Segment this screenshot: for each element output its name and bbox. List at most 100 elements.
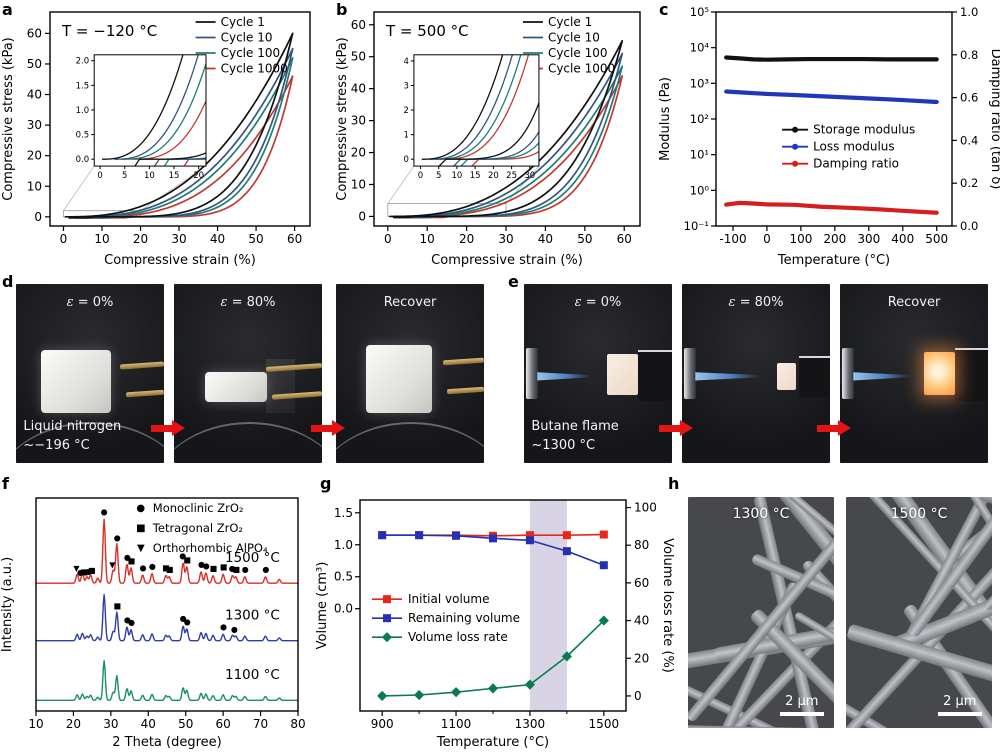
svg-text:0.2: 0.2	[960, 176, 978, 190]
svg-text:10: 10	[451, 171, 462, 181]
scale-bar: 2 μm	[937, 694, 982, 717]
svg-text:50: 50	[178, 717, 193, 731]
sem-image-1300C: 1300 °C 2 μm	[688, 497, 834, 728]
svg-text:10: 10	[420, 232, 435, 246]
photo-d-strain-0: ε = 0% Liquid nitrogen ~−196 °C	[16, 284, 164, 463]
svg-text:0.5: 0.5	[334, 570, 353, 584]
svg-text:●: ●	[101, 507, 108, 516]
sample-holder	[955, 348, 988, 401]
aerogel-sample-compressed	[205, 371, 268, 403]
svg-text:Orthorhombic AlPO₄: Orthorhombic AlPO₄	[153, 541, 268, 555]
strain-value: = 80%	[227, 294, 276, 310]
panel-a-label: a	[2, 0, 13, 19]
svg-text:Cycle 100: Cycle 100	[548, 46, 608, 60]
svg-text:1: 1	[403, 131, 408, 141]
svg-text:10: 10	[27, 179, 42, 193]
svg-text:Volume (cm³): Volume (cm³)	[315, 562, 330, 650]
panel-g-volume-chart: 900 1100 1300 1500 0.0 0.5 1.0 1.5 0 20 40 60 80 100 T…	[315, 499, 675, 750]
caption-line: Liquid nitrogen	[23, 418, 122, 434]
epsilon-symbol: ε	[66, 294, 74, 310]
clamp-bar	[446, 386, 484, 395]
svg-text:●: ●	[242, 565, 249, 574]
svg-text:●: ●	[77, 568, 84, 577]
svg-text:10²: 10²	[690, 112, 709, 126]
strain-value: Recover	[887, 294, 941, 310]
caption-line: ~1300 °C	[531, 438, 596, 454]
photo-e-recover: Recover	[840, 284, 988, 463]
dish-edge	[174, 421, 322, 463]
red-arrow-icon	[151, 420, 185, 436]
svg-text:1.5: 1.5	[76, 81, 90, 91]
svg-text:1300 °C: 1300 °C	[225, 607, 280, 623]
svg-text:30: 30	[498, 232, 513, 246]
strain-label: Recover	[336, 295, 484, 310]
photo-d-recover: Recover	[336, 284, 484, 463]
environment-caption: Liquid nitrogen ~−196 °C	[23, 417, 121, 456]
svg-text:Remaining volume: Remaining volume	[408, 611, 520, 625]
svg-text:0: 0	[634, 689, 642, 703]
svg-text:●: ●	[203, 561, 210, 570]
svg-text:0: 0	[384, 232, 392, 246]
svg-text:400: 400	[891, 232, 914, 246]
svg-text:Cycle 10: Cycle 10	[221, 31, 273, 45]
caption-line: ~−196 °C	[23, 438, 90, 454]
sample-holder	[637, 350, 672, 401]
svg-text:Cycle 10: Cycle 10	[548, 31, 600, 45]
strain-value: = 80%	[735, 294, 784, 310]
strain-label: ε = 0%	[16, 295, 164, 310]
svg-text:5: 5	[122, 171, 127, 181]
svg-text:■: ■	[162, 563, 170, 572]
svg-text:●: ●	[231, 625, 238, 634]
svg-text:T = −120 °C: T = −120 °C	[61, 22, 157, 40]
svg-text:■: ■	[128, 557, 136, 566]
svg-text:40: 40	[210, 232, 225, 246]
svg-text:0.8: 0.8	[960, 48, 978, 62]
svg-text:10⁴: 10⁴	[690, 41, 710, 55]
svg-text:2.0: 2.0	[76, 57, 90, 67]
svg-text:30: 30	[171, 232, 186, 246]
svg-text:●: ●	[114, 533, 121, 542]
svg-text:80: 80	[290, 717, 305, 731]
photo-d-strain-80: ε = 80%	[174, 284, 322, 463]
svg-text:1.0: 1.0	[334, 538, 353, 552]
svg-text:Loss modulus: Loss modulus	[813, 140, 895, 154]
svg-text:20: 20	[66, 717, 81, 731]
svg-text:●: ●	[179, 552, 186, 561]
red-arrow-icon	[817, 420, 851, 436]
svg-text:10: 10	[144, 171, 155, 181]
svg-text:40: 40	[27, 88, 42, 102]
svg-text:0: 0	[403, 155, 408, 165]
aerogel-sample-compressed	[776, 362, 796, 390]
svg-text:40: 40	[351, 82, 366, 96]
svg-text:40: 40	[538, 232, 553, 246]
svg-text:Monoclinic ZrO₂: Monoclinic ZrO₂	[153, 501, 244, 515]
svg-text:Cycle 1000: Cycle 1000	[221, 62, 288, 76]
svg-text:20: 20	[193, 171, 204, 181]
svg-text:Cycle 1: Cycle 1	[548, 15, 592, 29]
scale-bar-line	[779, 712, 824, 717]
svg-text:Volume loss rate (%): Volume loss rate (%)	[660, 538, 675, 673]
environment-caption: Butane flame ~1300 °C	[531, 417, 618, 456]
svg-text:10: 10	[94, 232, 109, 246]
svg-text:20: 20	[459, 232, 474, 246]
svg-text:10⁵: 10⁵	[690, 5, 710, 19]
aerogel-sample	[606, 353, 638, 395]
panel-e-label: e	[508, 272, 519, 291]
strain-label: ε = 80%	[682, 295, 830, 310]
svg-text:■: ■	[136, 523, 145, 534]
svg-text:●: ●	[149, 562, 156, 571]
svg-text:Volume loss rate: Volume loss rate	[408, 630, 508, 644]
svg-text:Damping ratio (tan δ): Damping ratio (tan δ)	[988, 49, 1000, 190]
svg-text:●: ●	[124, 553, 131, 562]
sem-temperature-label: 1500 °C	[890, 506, 948, 523]
svg-text:●: ●	[262, 565, 269, 574]
svg-text:0: 0	[34, 210, 42, 224]
svg-text:●: ●	[180, 614, 187, 623]
metal-bracket	[684, 348, 697, 399]
svg-text:Modulus (Pa): Modulus (Pa)	[658, 77, 673, 161]
sem-temperature-label: 1300 °C	[732, 506, 790, 523]
panel-g-label: g	[320, 474, 332, 493]
svg-text:▼: ▼	[137, 543, 145, 554]
